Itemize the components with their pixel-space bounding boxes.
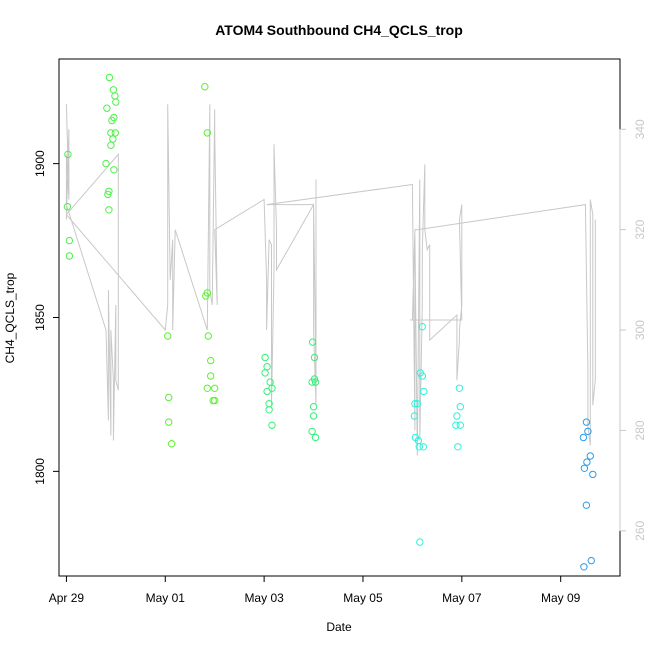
y2-tick-label: 320 bbox=[633, 219, 647, 239]
data-point bbox=[105, 187, 113, 196]
data-point bbox=[64, 150, 72, 159]
data-point bbox=[202, 292, 210, 300]
data-point bbox=[263, 387, 271, 396]
data-point bbox=[204, 332, 213, 340]
data-point bbox=[308, 427, 316, 436]
data-point bbox=[168, 440, 176, 448]
data-point bbox=[589, 470, 597, 479]
data-point bbox=[419, 443, 427, 451]
data-point bbox=[209, 396, 217, 405]
data-point bbox=[586, 452, 594, 460]
data-point bbox=[65, 236, 74, 245]
data-point bbox=[587, 556, 595, 565]
y2-tick-label: 340 bbox=[633, 119, 647, 139]
data-point bbox=[413, 400, 421, 408]
data-point bbox=[261, 353, 269, 362]
data-point bbox=[418, 372, 426, 380]
y2-axis: 260 280 300 320 340 bbox=[619, 119, 647, 541]
data-point bbox=[65, 252, 74, 260]
data-point bbox=[416, 538, 424, 546]
x-tick-label: May 05 bbox=[343, 591, 383, 605]
data-point bbox=[308, 338, 317, 346]
data-point bbox=[201, 83, 209, 91]
x-tick-label: May 07 bbox=[442, 591, 482, 605]
data-point bbox=[111, 129, 120, 137]
data-point bbox=[415, 443, 423, 451]
data-point bbox=[103, 104, 111, 112]
data-point bbox=[454, 443, 462, 451]
y-tick-label: 1850 bbox=[33, 304, 47, 331]
data-point bbox=[418, 323, 426, 331]
points-layer bbox=[63, 73, 597, 571]
data-point bbox=[105, 206, 113, 214]
x-tick-label: May 03 bbox=[244, 591, 284, 605]
data-point bbox=[310, 353, 319, 362]
data-point bbox=[165, 393, 173, 402]
data-point bbox=[309, 403, 318, 411]
trace-layer bbox=[65, 104, 596, 456]
data-point bbox=[268, 421, 276, 429]
y2-tick-label: 280 bbox=[633, 420, 647, 440]
data-point bbox=[584, 427, 592, 436]
data-point bbox=[110, 113, 118, 122]
data-point bbox=[265, 406, 273, 414]
y2-tick-label: 300 bbox=[633, 320, 647, 340]
y-axis: 1800 1850 1900 bbox=[33, 150, 60, 485]
data-point bbox=[309, 412, 318, 420]
chart-title: ATOM4 Southbound CH4_QCLS_trop bbox=[215, 22, 463, 38]
data-point bbox=[582, 418, 591, 426]
data-point bbox=[102, 159, 110, 168]
data-point bbox=[580, 464, 589, 472]
data-point bbox=[580, 563, 588, 571]
data-point bbox=[107, 141, 115, 149]
data-point bbox=[203, 129, 212, 137]
data-point bbox=[112, 98, 120, 106]
data-point bbox=[456, 403, 464, 411]
data-point bbox=[164, 332, 172, 340]
trace-line bbox=[65, 104, 596, 456]
x-tick-label: May 01 bbox=[146, 591, 186, 605]
data-point bbox=[207, 356, 215, 365]
data-point bbox=[211, 384, 219, 392]
data-point bbox=[452, 421, 460, 429]
y-tick-label: 1800 bbox=[33, 458, 47, 485]
data-point bbox=[105, 73, 114, 82]
data-point bbox=[165, 418, 173, 426]
data-point bbox=[311, 433, 320, 442]
data-point bbox=[104, 190, 112, 199]
data-point bbox=[261, 369, 269, 377]
data-point bbox=[411, 400, 419, 408]
data-point bbox=[456, 421, 464, 429]
data-point bbox=[410, 412, 419, 420]
data-point bbox=[420, 387, 428, 396]
data-point bbox=[308, 378, 316, 386]
y-axis-label: CH4_QCLS_trop bbox=[3, 272, 17, 363]
x-tick-label: Apr 29 bbox=[49, 591, 85, 605]
data-point bbox=[582, 501, 591, 509]
y-tick-label: 1900 bbox=[33, 150, 47, 177]
data-point bbox=[207, 372, 215, 380]
data-point bbox=[63, 203, 72, 211]
data-point bbox=[583, 458, 591, 466]
data-point bbox=[453, 412, 461, 420]
data-point bbox=[311, 378, 320, 386]
x-axis: Apr 29 May 01 May 03 May 05 May 07 May 09 bbox=[49, 575, 581, 605]
x-tick-label: May 09 bbox=[541, 591, 581, 605]
data-point bbox=[455, 384, 464, 392]
data-point bbox=[110, 166, 118, 174]
data-point bbox=[579, 433, 588, 442]
y2-tick-label: 260 bbox=[633, 520, 647, 540]
data-point bbox=[203, 384, 212, 392]
x-axis-label: Date bbox=[326, 620, 352, 634]
